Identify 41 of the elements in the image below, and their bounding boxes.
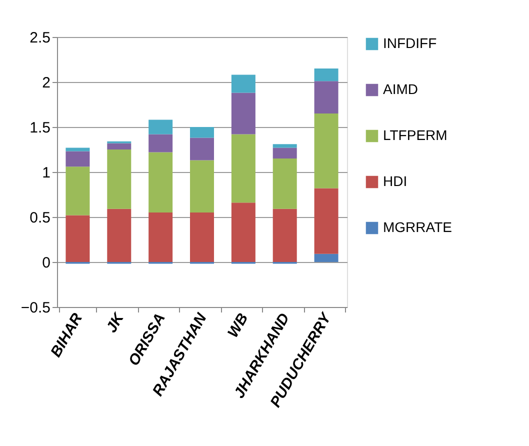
bar <box>190 138 214 160</box>
legend-label: HDI <box>383 173 408 189</box>
bar <box>66 215 90 262</box>
y-tick-label: −0.5 <box>20 300 50 316</box>
bar <box>272 148 297 158</box>
bar <box>107 150 132 209</box>
y-tick-label: 1 <box>42 164 50 182</box>
bar <box>107 208 132 262</box>
bar <box>314 254 338 262</box>
y-tick-label: 0.5 <box>30 210 50 226</box>
y-tick-label: 2 <box>42 74 50 92</box>
bar <box>314 81 338 114</box>
bar <box>190 127 214 138</box>
bar <box>231 74 256 93</box>
bar <box>148 134 173 152</box>
bar <box>272 144 297 148</box>
y-tick-label: 1.5 <box>30 120 50 136</box>
bar <box>231 202 256 262</box>
legend-label: MGRRATE <box>383 219 452 235</box>
bar <box>272 208 297 262</box>
bar <box>190 160 214 212</box>
bar <box>272 158 297 209</box>
bar <box>314 68 338 82</box>
legend-label: LTFPERM <box>383 127 448 143</box>
y-tick-label: 2.5 <box>30 30 50 46</box>
bar <box>107 143 132 150</box>
bar <box>314 114 338 188</box>
bar <box>66 151 90 167</box>
bar <box>190 212 214 262</box>
bar <box>231 134 256 203</box>
bar <box>148 152 173 212</box>
bar <box>148 120 173 134</box>
bar <box>314 188 338 254</box>
bar <box>66 166 90 216</box>
legend-label: AIMD <box>383 81 418 97</box>
bar <box>66 148 90 152</box>
y-tick-label: 0 <box>42 254 50 272</box>
legend-label: INFDIFF <box>383 35 437 51</box>
bar <box>231 92 256 134</box>
bar <box>148 212 173 262</box>
x-tick-label: JK <box>103 310 128 336</box>
